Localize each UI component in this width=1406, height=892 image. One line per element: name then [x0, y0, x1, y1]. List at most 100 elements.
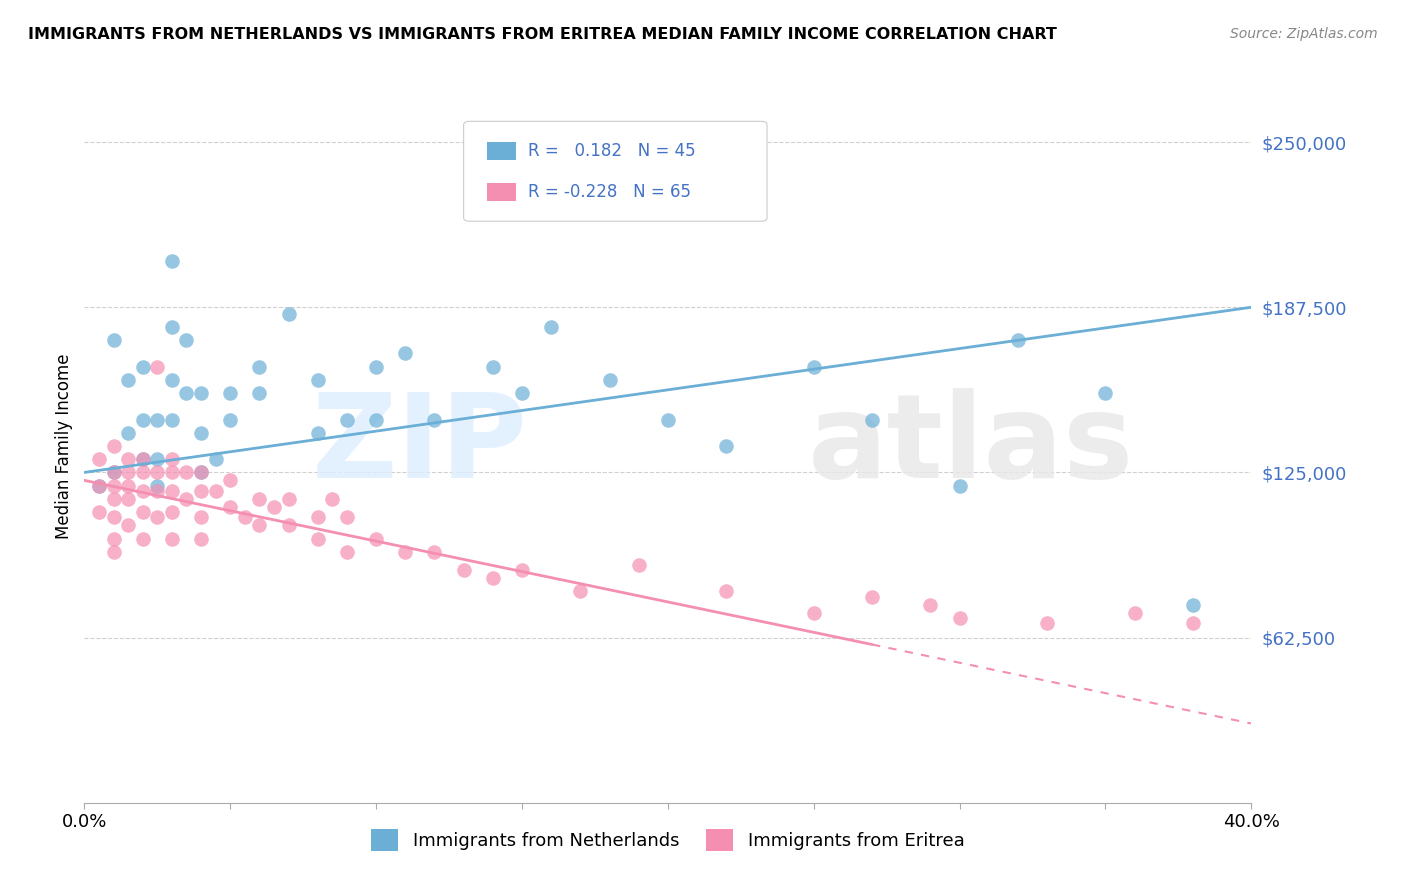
Point — [103, 491, 125, 506]
Point — [190, 386, 212, 401]
Point — [160, 505, 183, 519]
Point — [176, 386, 198, 401]
Y-axis label: Median Family Income: Median Family Income — [55, 353, 73, 539]
Point — [146, 483, 169, 498]
Point — [321, 491, 343, 506]
Text: R =   0.182   N = 45: R = 0.182 N = 45 — [527, 142, 696, 161]
Point — [307, 373, 329, 387]
Point — [160, 320, 183, 334]
Point — [307, 532, 329, 546]
Point — [803, 606, 825, 620]
Point — [366, 412, 388, 426]
Point — [249, 386, 271, 401]
Point — [482, 359, 505, 374]
Point — [1123, 606, 1146, 620]
Point — [860, 412, 883, 426]
Point — [394, 346, 416, 360]
Point — [510, 386, 533, 401]
FancyBboxPatch shape — [486, 183, 516, 201]
Point — [132, 466, 155, 480]
Point — [190, 466, 212, 480]
Point — [146, 452, 169, 467]
Point — [146, 478, 169, 492]
Point — [204, 483, 226, 498]
Point — [146, 412, 169, 426]
Point — [1007, 333, 1029, 347]
Point — [160, 532, 183, 546]
Point — [394, 545, 416, 559]
Point — [657, 412, 679, 426]
Point — [336, 545, 359, 559]
Point — [540, 320, 562, 334]
Point — [423, 545, 446, 559]
Point — [87, 478, 110, 492]
Point — [453, 563, 475, 577]
Point — [277, 491, 299, 506]
Point — [716, 439, 738, 453]
Point — [803, 359, 825, 374]
Point — [1182, 616, 1205, 631]
Point — [627, 558, 650, 572]
Point — [146, 466, 169, 480]
Point — [219, 412, 242, 426]
Point — [277, 307, 299, 321]
Point — [249, 518, 271, 533]
Point — [103, 478, 125, 492]
Point — [336, 412, 359, 426]
Point — [146, 359, 169, 374]
Point — [160, 373, 183, 387]
Point — [599, 373, 621, 387]
Point — [146, 510, 169, 524]
Point — [277, 518, 299, 533]
Point — [249, 491, 271, 506]
Point — [103, 439, 125, 453]
Point — [423, 412, 446, 426]
Point — [1094, 386, 1116, 401]
Point — [190, 483, 212, 498]
Point — [103, 333, 125, 347]
Point — [569, 584, 592, 599]
Text: R = -0.228   N = 65: R = -0.228 N = 65 — [527, 183, 690, 201]
Text: ZIP: ZIP — [312, 389, 527, 503]
Point — [204, 452, 226, 467]
Point — [336, 510, 359, 524]
Point — [233, 510, 256, 524]
Point — [132, 412, 155, 426]
Point — [219, 500, 242, 514]
Point — [366, 532, 388, 546]
Point — [949, 478, 972, 492]
FancyBboxPatch shape — [486, 143, 516, 161]
Point — [117, 373, 139, 387]
Point — [160, 254, 183, 268]
Point — [117, 425, 139, 440]
Point — [307, 510, 329, 524]
Point — [103, 466, 125, 480]
Point — [117, 452, 139, 467]
Point — [132, 505, 155, 519]
Point — [87, 452, 110, 467]
Point — [510, 563, 533, 577]
Point — [190, 510, 212, 524]
Point — [132, 532, 155, 546]
Point — [176, 333, 198, 347]
Point — [190, 532, 212, 546]
Point — [219, 474, 242, 488]
Point — [716, 584, 738, 599]
Point — [160, 452, 183, 467]
Point — [117, 478, 139, 492]
Legend: Immigrants from Netherlands, Immigrants from Eritrea: Immigrants from Netherlands, Immigrants … — [364, 822, 972, 858]
Point — [117, 518, 139, 533]
Point — [132, 452, 155, 467]
Point — [132, 452, 155, 467]
Point — [176, 491, 198, 506]
Point — [87, 478, 110, 492]
Text: atlas: atlas — [808, 389, 1135, 503]
Point — [160, 412, 183, 426]
Point — [1036, 616, 1059, 631]
Point — [117, 491, 139, 506]
Point — [190, 425, 212, 440]
Point — [103, 545, 125, 559]
Point — [103, 510, 125, 524]
Point — [103, 466, 125, 480]
Point — [263, 500, 285, 514]
